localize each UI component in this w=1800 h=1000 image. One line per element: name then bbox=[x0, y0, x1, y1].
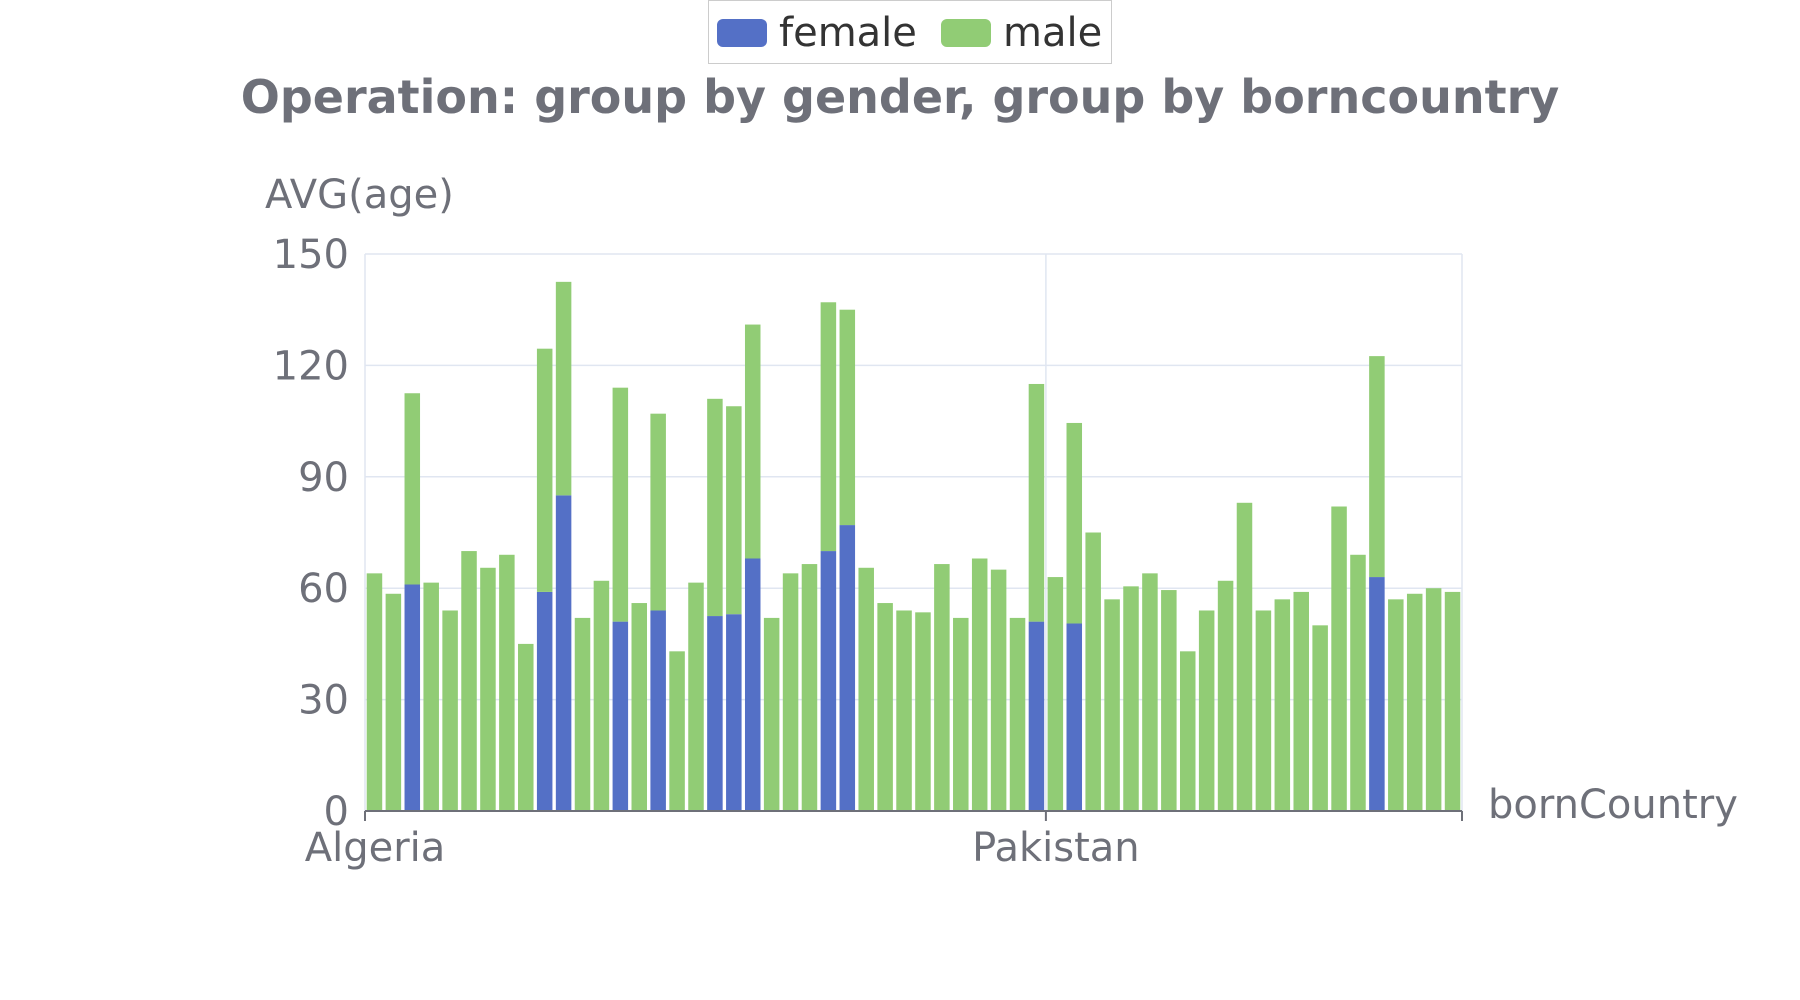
bar-female-53[interactable] bbox=[1369, 577, 1385, 811]
bar-male-38[interactable] bbox=[1085, 532, 1101, 812]
bar-male-51[interactable] bbox=[1331, 506, 1347, 811]
bar-male-37[interactable] bbox=[1066, 422, 1083, 624]
x-tick-label: Pakistan bbox=[972, 825, 1140, 871]
bar-male-43[interactable] bbox=[1179, 651, 1196, 811]
bar-male-7[interactable] bbox=[499, 554, 515, 811]
bar-male-15[interactable] bbox=[650, 413, 666, 611]
bar-male-16[interactable] bbox=[669, 651, 685, 811]
bar-male-12[interactable] bbox=[593, 580, 610, 811]
bar-male-39[interactable] bbox=[1104, 599, 1120, 811]
bar-male-49[interactable] bbox=[1293, 591, 1309, 811]
bar-male-19[interactable] bbox=[726, 406, 742, 615]
bar-male-26[interactable] bbox=[858, 567, 874, 811]
bar-male-56[interactable] bbox=[1425, 588, 1442, 811]
bar-female-37[interactable] bbox=[1066, 623, 1083, 811]
bar-male-18[interactable] bbox=[707, 398, 723, 617]
bar-female-13[interactable] bbox=[612, 621, 629, 811]
bar-male-29[interactable] bbox=[915, 612, 931, 811]
y-axis-title: AVG(age) bbox=[265, 172, 454, 218]
bar-female-24[interactable] bbox=[820, 551, 837, 811]
y-tick-label: 60 bbox=[298, 566, 349, 612]
bar-male-31[interactable] bbox=[953, 617, 969, 811]
bar-female-18[interactable] bbox=[707, 616, 723, 811]
legend-label-male: male bbox=[1003, 10, 1103, 56]
bar-male-13[interactable] bbox=[612, 387, 629, 622]
bar-male-46[interactable] bbox=[1236, 502, 1253, 811]
bar-male-45[interactable] bbox=[1217, 580, 1234, 811]
legend-item-male[interactable]: male bbox=[941, 9, 1102, 57]
bar-female-15[interactable] bbox=[650, 610, 666, 811]
x-axis-title: bornCountry bbox=[1488, 782, 1738, 828]
legend-label-female: female bbox=[779, 10, 917, 56]
bar-male-54[interactable] bbox=[1388, 599, 1404, 811]
bar-male-44[interactable] bbox=[1198, 610, 1215, 811]
bar-male-22[interactable] bbox=[782, 573, 799, 811]
bar-male-41[interactable] bbox=[1142, 573, 1158, 811]
bar-female-9[interactable] bbox=[536, 591, 553, 811]
bar-male-20[interactable] bbox=[744, 324, 761, 559]
bar-layer bbox=[366, 281, 1461, 812]
bar-male-33[interactable] bbox=[990, 569, 1007, 811]
axis-layer: 0 30 60 90 120 150 Algeria Pakistan bbox=[273, 232, 1463, 871]
bar-male-50[interactable] bbox=[1312, 625, 1328, 811]
x-tick-label: Algeria bbox=[305, 825, 446, 871]
y-tick-label: 150 bbox=[273, 232, 349, 278]
bar-male-30[interactable] bbox=[934, 564, 950, 811]
y-tick-label: 30 bbox=[298, 678, 349, 724]
bar-male-8[interactable] bbox=[518, 643, 534, 811]
bar-male-17[interactable] bbox=[688, 582, 704, 811]
legend-swatch-male bbox=[941, 19, 991, 47]
bar-male-42[interactable] bbox=[1161, 590, 1177, 811]
bar-male-6[interactable] bbox=[480, 567, 496, 811]
bar-female-10[interactable] bbox=[555, 495, 572, 811]
y-tick-label: 120 bbox=[273, 343, 349, 389]
legend-item-female[interactable]: female bbox=[717, 9, 917, 57]
bar-male-3[interactable] bbox=[423, 582, 439, 811]
bar-male-9[interactable] bbox=[536, 348, 553, 592]
bar-male-23[interactable] bbox=[801, 564, 818, 811]
bar-male-14[interactable] bbox=[631, 603, 648, 811]
bar-male-0[interactable] bbox=[366, 573, 383, 811]
bar-male-11[interactable] bbox=[574, 617, 591, 811]
bar-male-27[interactable] bbox=[877, 603, 893, 811]
bar-female-20[interactable] bbox=[744, 558, 761, 811]
bar-male-32[interactable] bbox=[971, 558, 988, 811]
bar-male-25[interactable] bbox=[839, 309, 856, 526]
legend: female male bbox=[708, 0, 1112, 64]
bar-male-53[interactable] bbox=[1369, 356, 1385, 578]
bar-male-35[interactable] bbox=[1028, 383, 1045, 622]
bar-male-34[interactable] bbox=[1009, 617, 1026, 811]
bar-male-5[interactable] bbox=[461, 551, 477, 811]
bar-male-57[interactable] bbox=[1444, 591, 1461, 811]
bar-male-52[interactable] bbox=[1350, 554, 1366, 811]
bar-male-10[interactable] bbox=[555, 281, 572, 496]
bar-male-40[interactable] bbox=[1123, 586, 1139, 811]
bar-male-24[interactable] bbox=[820, 302, 837, 552]
y-tick-label: 0 bbox=[324, 789, 349, 835]
bar-male-4[interactable] bbox=[442, 610, 458, 811]
bar-female-2[interactable] bbox=[404, 584, 421, 811]
bar-male-48[interactable] bbox=[1274, 599, 1291, 811]
bar-male-47[interactable] bbox=[1255, 610, 1272, 811]
bar-male-36[interactable] bbox=[1047, 577, 1064, 811]
bar-male-28[interactable] bbox=[896, 610, 912, 811]
legend-swatch-female bbox=[717, 19, 767, 47]
y-tick-label: 90 bbox=[298, 455, 349, 501]
bar-male-21[interactable] bbox=[763, 617, 780, 811]
bar-male-55[interactable] bbox=[1406, 593, 1423, 811]
bar-male-1[interactable] bbox=[385, 593, 402, 811]
chart-title: Operation: group by gender, group by bor… bbox=[240, 70, 1560, 124]
bar-female-25[interactable] bbox=[839, 525, 856, 811]
bar-female-19[interactable] bbox=[726, 614, 742, 811]
bar-female-35[interactable] bbox=[1028, 621, 1045, 811]
bar-male-2[interactable] bbox=[404, 393, 421, 585]
